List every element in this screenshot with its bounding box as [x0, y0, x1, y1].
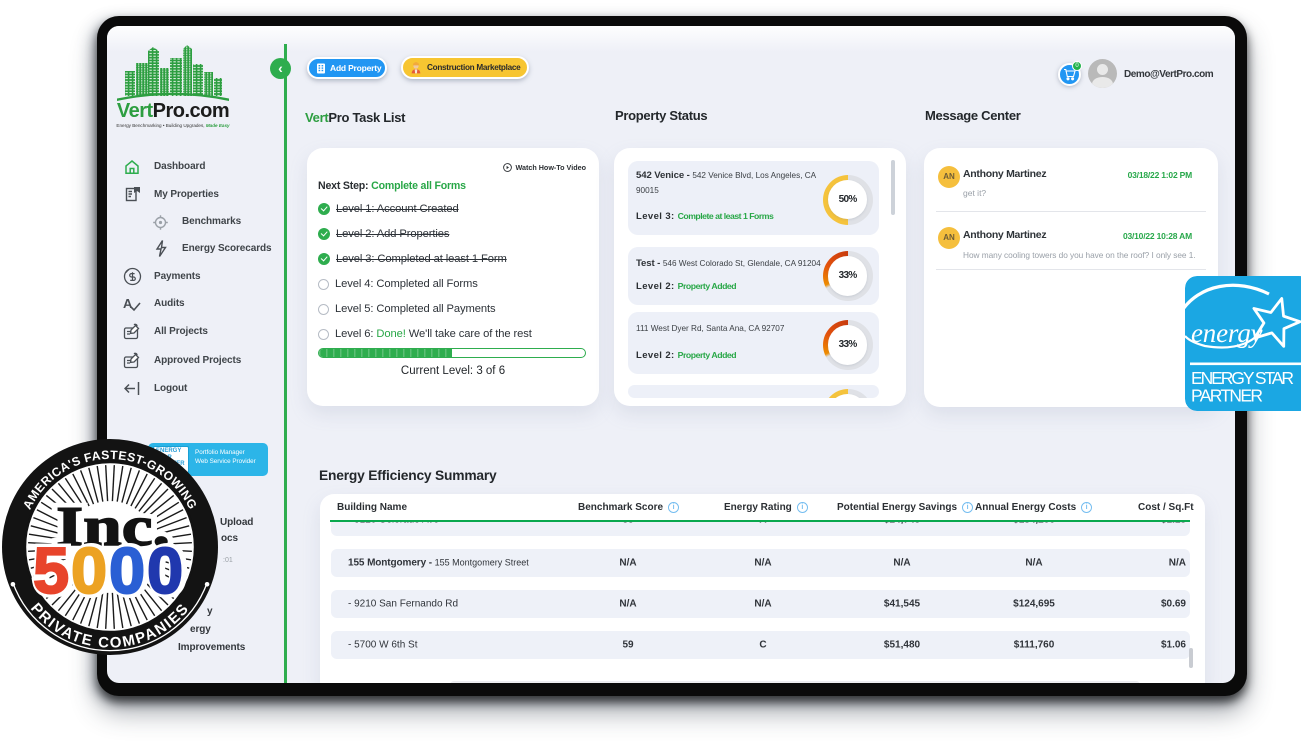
svg-text:PARTNER: PARTNER [1191, 386, 1263, 406]
svg-text:5: 5 [33, 534, 71, 607]
svg-text:ENERGY STAR: ENERGY STAR [1191, 368, 1294, 388]
svg-text:0: 0 [109, 534, 147, 607]
svg-text:A: A [123, 296, 133, 311]
svg-text:Inc.: Inc. [56, 495, 170, 557]
svg-text:energy: energy [1191, 318, 1263, 348]
svg-text:0: 0 [147, 534, 185, 607]
svg-text:0: 0 [71, 534, 109, 607]
svg-text:Inc.: Inc. [56, 495, 170, 557]
svg-text:5000: 5000 [35, 534, 188, 607]
